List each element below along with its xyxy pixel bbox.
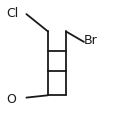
- Text: O: O: [6, 92, 16, 105]
- Text: Br: Br: [84, 34, 98, 47]
- Text: Cl: Cl: [6, 7, 18, 20]
